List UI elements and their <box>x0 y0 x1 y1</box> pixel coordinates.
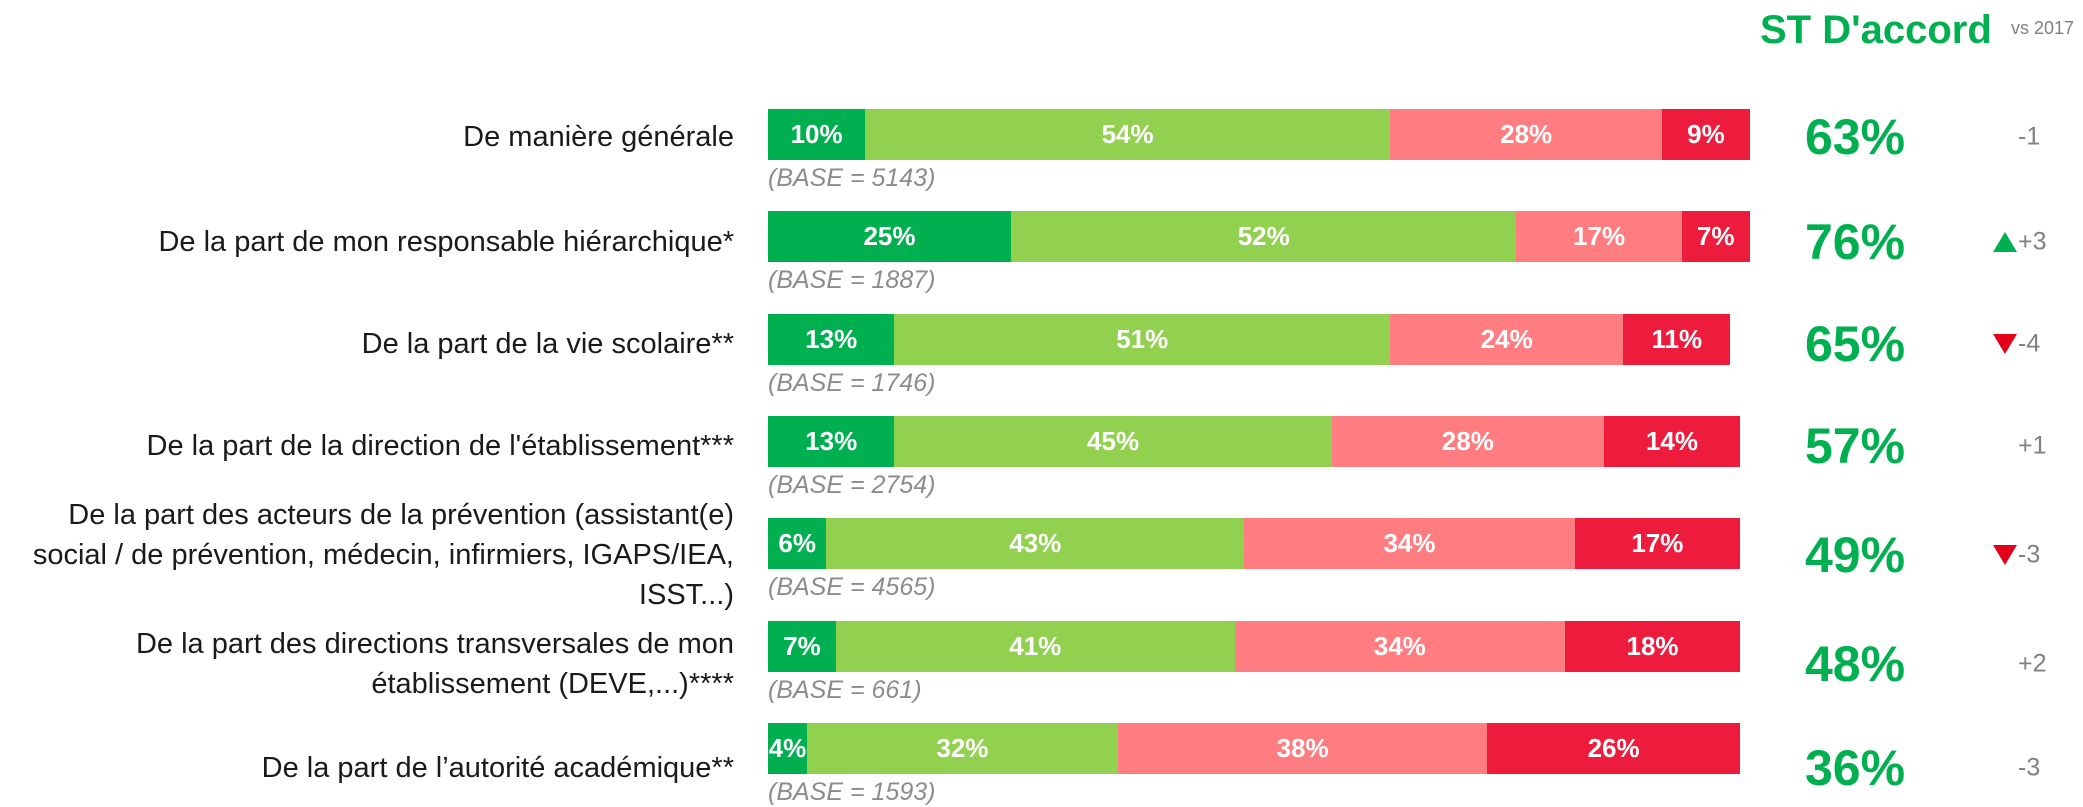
bar-value-label: 45% <box>1087 425 1140 456</box>
bar-segment: 41% <box>836 620 1235 672</box>
bar-value-label: 41% <box>1009 630 1062 661</box>
bar-value-label: 34% <box>1383 528 1436 559</box>
total-value: 48% <box>1804 636 1906 692</box>
bar-segment: 28% <box>1390 109 1663 160</box>
bar-segment: 51% <box>894 313 1391 365</box>
change-value: -3 <box>2018 753 2041 782</box>
header: ST D'accord <box>1760 8 1992 52</box>
bar-value-label: 4% <box>768 732 807 763</box>
bar-segment: 11% <box>1623 313 1731 365</box>
bar-segment: 13% <box>768 313 895 365</box>
bar-value-label: 25% <box>863 221 916 252</box>
bar-value-label: 34% <box>1373 630 1426 661</box>
bar-segment: 14% <box>1603 415 1740 467</box>
bar-segment: 45% <box>894 415 1332 467</box>
bar-segment: 52% <box>1011 211 1517 263</box>
bar-segment: 34% <box>1244 518 1575 570</box>
change-value: +2 <box>2018 649 2047 678</box>
category-label: De la part de la direction de l'établiss… <box>146 430 734 462</box>
bar-value-label: 6% <box>778 528 816 559</box>
bar-segment: 43% <box>826 518 1245 570</box>
category-label: De la part de mon responsable hiérarchiq… <box>158 226 734 258</box>
change-arrow <box>1993 545 2017 565</box>
subheader: vs 2017 <box>2011 18 2075 38</box>
bar-value-label: 28% <box>1500 119 1553 149</box>
bar-value-label: 51% <box>1116 323 1169 354</box>
category-label: De la part de la vie scolaire** <box>361 328 734 360</box>
bar-segment: 32% <box>806 722 1118 774</box>
bar-segment: 24% <box>1390 313 1624 365</box>
bar-value-label: 43% <box>1009 528 1062 559</box>
change-arrow <box>1993 232 2017 252</box>
total-value: 65% <box>1804 316 1906 372</box>
change-value: -3 <box>2018 540 2041 569</box>
bar-segment: 26% <box>1487 722 1740 774</box>
bar-value-label: 9% <box>1687 119 1725 149</box>
bar-value-label: 54% <box>1101 119 1154 149</box>
change-value: +1 <box>2018 431 2047 460</box>
bar-segment: 54% <box>865 109 1391 160</box>
bar-value-label: 24% <box>1480 323 1533 354</box>
bar-value-label: 13% <box>805 323 858 354</box>
total-value: 76% <box>1804 214 1906 270</box>
total-value: 63% <box>1804 109 1906 165</box>
bar-segment: 7% <box>1681 211 1750 263</box>
bar-segment: 7% <box>768 620 837 672</box>
bar-value-label: 18% <box>1626 630 1679 661</box>
category-label: De la part de l’autorité académique** <box>261 752 734 784</box>
bar-segment: 4% <box>768 722 807 774</box>
bar-segment: 6% <box>768 518 827 570</box>
category-label: De la part des directions transversales … <box>135 628 734 700</box>
bar-value-label: 7% <box>783 630 821 661</box>
category-label: De manière générale <box>463 121 734 153</box>
base-note: (BASE = 661) <box>768 675 922 704</box>
bar-value-label: 28% <box>1441 425 1494 456</box>
bar-segment: 34% <box>1234 620 1566 672</box>
bar-segment: 13% <box>768 415 895 467</box>
bar-segment: 9% <box>1662 109 1750 160</box>
base-note: (BASE = 1593) <box>768 777 936 806</box>
change-arrow <box>1993 334 2017 354</box>
bar-value-label: 11% <box>1651 323 1703 354</box>
bar-segment: 18% <box>1565 620 1740 672</box>
bar-value-label: 32% <box>936 732 989 763</box>
change-value: -1 <box>2018 122 2041 151</box>
base-note: (BASE = 5143) <box>768 164 936 192</box>
bar-segment: 28% <box>1331 415 1604 467</box>
bar-segment: 38% <box>1117 722 1488 774</box>
bar-value-label: 14% <box>1645 425 1698 456</box>
base-note: (BASE = 1887) <box>768 266 936 295</box>
base-note: (BASE = 2754) <box>768 470 936 499</box>
bar-value-label: 52% <box>1237 221 1290 252</box>
bar-segment: 10% <box>768 109 866 160</box>
total-value: 57% <box>1804 418 1906 474</box>
bar-value-label: 26% <box>1587 732 1640 763</box>
bar-segment: 17% <box>1574 518 1740 570</box>
bar-value-label: 7% <box>1696 221 1735 252</box>
bar-segment: 25% <box>768 211 1011 263</box>
category-label: De la part des acteurs de la prévention … <box>32 499 734 611</box>
bar-segment: 17% <box>1516 211 1682 263</box>
bar-value-label: 17% <box>1573 221 1626 252</box>
total-value: 49% <box>1804 527 1906 583</box>
bar-value-label: 10% <box>790 119 843 149</box>
bar-value-label: 13% <box>805 425 858 456</box>
bar-value-label: 38% <box>1276 732 1329 763</box>
change-value: +3 <box>2018 227 2047 256</box>
change-value: -4 <box>2018 329 2041 358</box>
bar-value-label: 17% <box>1631 528 1684 559</box>
total-value: 36% <box>1804 740 1906 796</box>
base-note: (BASE = 1746) <box>768 368 936 397</box>
base-note: (BASE = 4565) <box>768 573 936 602</box>
